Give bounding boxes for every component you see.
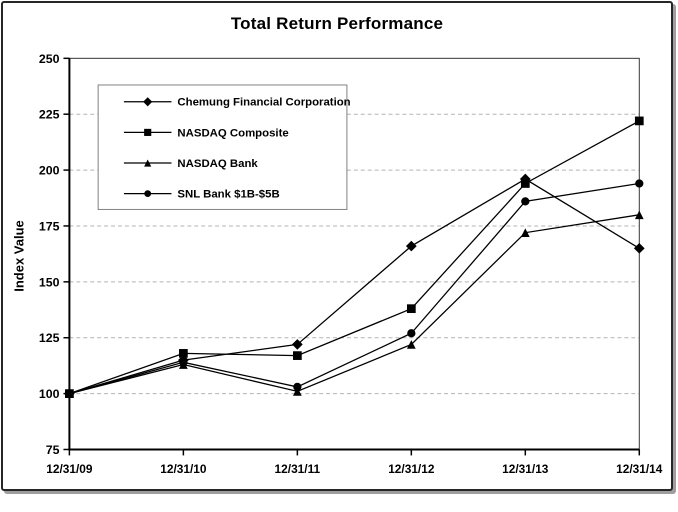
x-tick-label: 12/31/11 [275, 462, 321, 476]
y-tick-label: 75 [46, 443, 60, 457]
y-tick-label: 200 [39, 164, 60, 178]
y-tick-label: 250 [39, 52, 60, 66]
legend-box [97, 84, 348, 210]
x-tick-label: 12/31/12 [388, 462, 435, 476]
chart-frame: Total Return Performance Index Value 75 1… [1, 1, 673, 491]
chart-title: Total Return Performance [230, 14, 444, 33]
data-point-nasdaq-bank [292, 387, 302, 396]
y-tick-label: 175 [39, 219, 60, 233]
data-point-chemung-financial-corporation [633, 242, 645, 254]
legend-square-icon [144, 128, 152, 136]
x-tick-label: 12/31/13 [502, 462, 549, 476]
data-point-nasdaq-composite [179, 349, 188, 358]
legend-diamond-icon [143, 97, 153, 107]
x-tick-label: 12/31/09 [46, 462, 93, 476]
data-point-chemung-financial-corporation [64, 388, 75, 399]
series-line-nasdaq-bank [69, 214, 640, 395]
data-point-snl-bank-1b-5b [521, 197, 530, 206]
data-point-snl-bank-1b-5b [407, 329, 416, 338]
y-tick-label: 150 [39, 275, 60, 289]
data-point-snl-bank-1b-5b [635, 179, 644, 188]
total-return-line-chart: 75 100 125 150 175 200 225 250 12/31/09 12/31/10 1… [39, 52, 663, 476]
y-tick-label: 225 [39, 108, 60, 122]
data-point-nasdaq-composite [292, 351, 302, 360]
legend-item-label: NASDAQ Bank [177, 158, 258, 170]
data-point-nasdaq-bank [634, 210, 644, 220]
series-line-snl-bank-1b-5b [69, 182, 640, 395]
data-point-chemung-financial-corporation [292, 339, 303, 350]
y-tick-label: 125 [39, 331, 60, 345]
data-point-nasdaq-composite [634, 116, 644, 126]
legend-item-label: NASDAQ Composite [177, 127, 288, 139]
data-point-nasdaq-bank [406, 340, 416, 349]
x-tick-label: 12/31/10 [160, 462, 207, 476]
x-tick-label: 12/31/14 [616, 462, 663, 476]
legend-circle-icon [144, 190, 152, 198]
data-point-nasdaq-bank [520, 228, 530, 238]
data-point-chemung-financial-corporation [405, 240, 417, 252]
legend-triangle-icon [144, 159, 152, 167]
legend-item-label: Chemung Financial Corporation [177, 97, 350, 109]
series-line-chemung-financial-corporation [69, 178, 640, 395]
series-line-nasdaq-composite [69, 120, 640, 395]
data-point-snl-bank-1b-5b [293, 382, 302, 392]
y-tick-label: 100 [39, 387, 60, 401]
data-point-nasdaq-composite [406, 304, 416, 314]
legend-item-label: SNL Bank $1B-$5B [177, 189, 279, 201]
